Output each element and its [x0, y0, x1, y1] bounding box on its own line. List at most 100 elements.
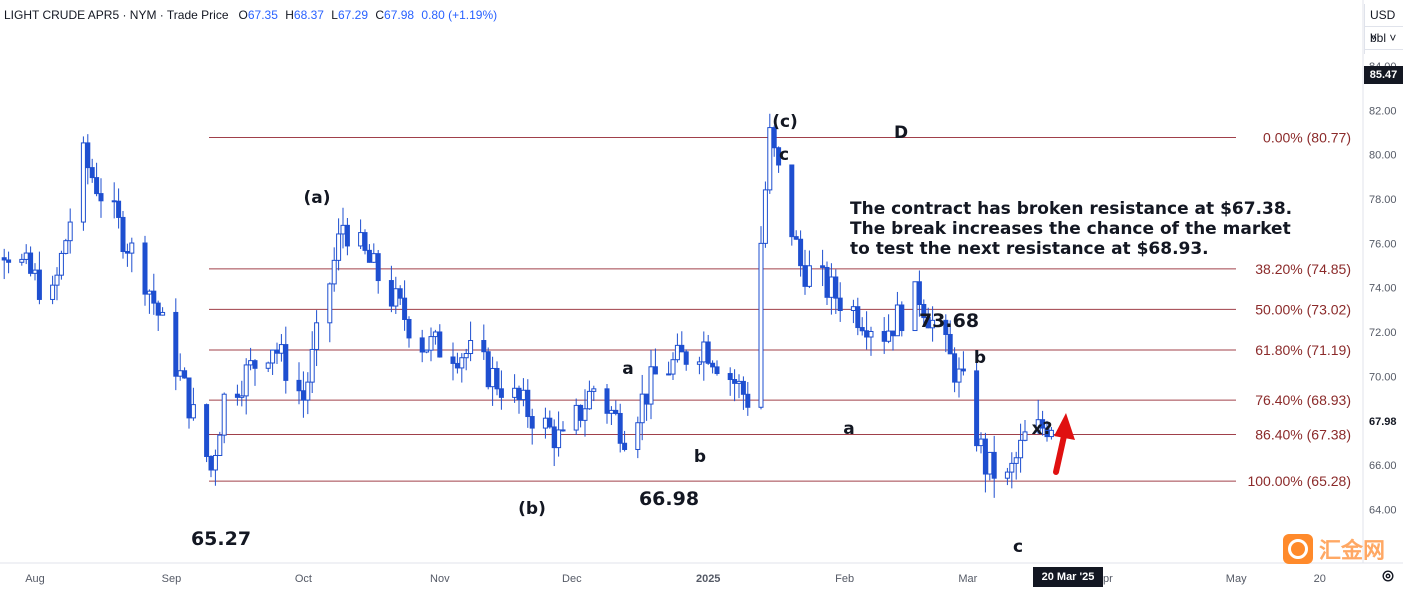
bull-candle — [930, 319, 936, 329]
bull-candle — [828, 276, 834, 298]
bull-candle — [490, 367, 496, 388]
bear-candle — [208, 455, 214, 471]
bull-candle — [956, 368, 962, 383]
high-value: 68.37 — [293, 8, 324, 22]
currency-selector[interactable]: USD ˅ bbl ˅ — [1364, 4, 1403, 54]
bear-candle — [155, 302, 161, 316]
bull-candle — [160, 311, 166, 316]
bear-candle — [204, 404, 210, 457]
price-tick-label: 72.00 — [1369, 327, 1397, 339]
bear-candle — [6, 259, 12, 263]
bear-candle — [388, 280, 394, 307]
bear-candle — [406, 318, 412, 339]
bear-candle — [182, 370, 188, 379]
wave-label: (a) — [303, 188, 330, 208]
bear-candle — [344, 224, 350, 247]
fib-label: 38.20% (74.85) — [1255, 261, 1351, 277]
bear-candle — [454, 362, 460, 369]
bear-candle — [991, 451, 997, 479]
wave-annotations: (a) (b) (c) c Da b a b c x? 65.27 66.98 73.68 — [191, 112, 1052, 557]
bull-candle — [265, 362, 271, 369]
note-line: to test the next resistance at $68.93. — [850, 239, 1209, 259]
wave-label: c — [779, 145, 789, 165]
bull-candle — [327, 283, 333, 324]
bull-candle — [340, 224, 346, 235]
wave-label: x? — [1032, 419, 1053, 439]
bull-candle — [701, 341, 707, 363]
wave-label: 73.68 — [919, 310, 979, 332]
bear-candle — [952, 353, 958, 383]
wave-label: a — [622, 359, 633, 379]
bear-candle — [234, 393, 240, 398]
unit-dropdown[interactable]: bbl ˅ — [1365, 27, 1403, 50]
price-tick-label: 67.98 — [1369, 416, 1397, 428]
bull-candle — [868, 330, 874, 338]
wave-label: c — [1013, 537, 1023, 557]
bull-candle — [239, 395, 245, 398]
watermark-text: 汇金网 — [1319, 539, 1386, 564]
bear-candle — [982, 438, 988, 475]
bull-candle — [886, 330, 892, 342]
symbol-name[interactable]: LIGHT CRUDE APR5 · NYM · Trade Price — [4, 8, 229, 22]
wave-label: b — [974, 348, 986, 368]
bull-candle — [520, 389, 526, 401]
bull-candle — [305, 381, 311, 401]
bull-candle — [639, 393, 645, 424]
bear-candle — [89, 167, 95, 179]
bull-candle — [393, 288, 399, 307]
wave-label: a — [843, 419, 854, 439]
bear-candle — [622, 442, 628, 450]
bear-candle — [252, 360, 258, 369]
bear-candle — [604, 388, 610, 414]
bear-candle — [124, 251, 130, 254]
time-axis[interactable]: Aug Sep Oct Nov Dec 2025 Feb Mar Apr May 20 — [25, 573, 1326, 585]
open-value: 67.35 — [247, 8, 278, 22]
price-tick-label: 74.00 — [1369, 283, 1397, 295]
gear-icon[interactable] — [1381, 569, 1395, 583]
bear-candle — [173, 311, 179, 377]
low-label: L — [331, 8, 338, 22]
bear-candle — [802, 265, 808, 287]
bull-candle — [428, 336, 434, 351]
bear-candle — [98, 193, 104, 202]
bull-candle — [806, 265, 812, 287]
bear-candle — [921, 303, 927, 319]
bear-candle — [366, 249, 372, 263]
bull-candle — [573, 404, 579, 431]
currency-dropdown[interactable]: USD ˅ — [1365, 4, 1403, 44]
breakout-arrow — [1053, 413, 1075, 475]
price-axis[interactable]: 64.00 66.00 67.98 70.00 72.00 74.00 76.00 78.00… — [1369, 61, 1397, 517]
bull-candle — [270, 349, 276, 364]
bull-candle — [80, 142, 86, 223]
bear-candle — [776, 147, 782, 166]
candles — [1, 113, 1054, 498]
bear-candle — [644, 393, 650, 405]
bull-candle — [1009, 462, 1015, 473]
bull-candle — [243, 364, 249, 397]
low-value: 67.29 — [337, 8, 368, 22]
fib-label: 61.80% (71.19) — [1255, 342, 1351, 358]
bull-candle — [987, 451, 993, 475]
bear-candle — [111, 200, 117, 203]
bear-candle — [28, 252, 34, 274]
bull-candle — [586, 390, 592, 410]
bull-candle — [468, 340, 474, 355]
bull-candle — [767, 127, 773, 191]
price-tick-label: 76.00 — [1369, 238, 1397, 250]
bear-candle — [300, 390, 306, 401]
bear-candle — [560, 429, 566, 432]
bull-candle — [248, 360, 254, 366]
price-tick-label: 78.00 — [1369, 194, 1397, 206]
price-tick-label: 70.00 — [1369, 371, 1397, 383]
bear-candle — [771, 127, 777, 149]
fib-label: 0.00% (80.77) — [1263, 130, 1351, 146]
bull-candle — [1004, 471, 1010, 479]
bear-candle — [613, 409, 619, 414]
bear-candle — [666, 373, 672, 376]
bull-candle — [635, 422, 641, 450]
price-tick-label: 80.00 — [1369, 150, 1397, 162]
wave-label: 65.27 — [191, 528, 251, 550]
bull-candle — [67, 221, 73, 242]
fibonacci-levels: 0.00% (80.77) 38.20% (74.85) 50.00% (73.02… — [209, 130, 1351, 489]
